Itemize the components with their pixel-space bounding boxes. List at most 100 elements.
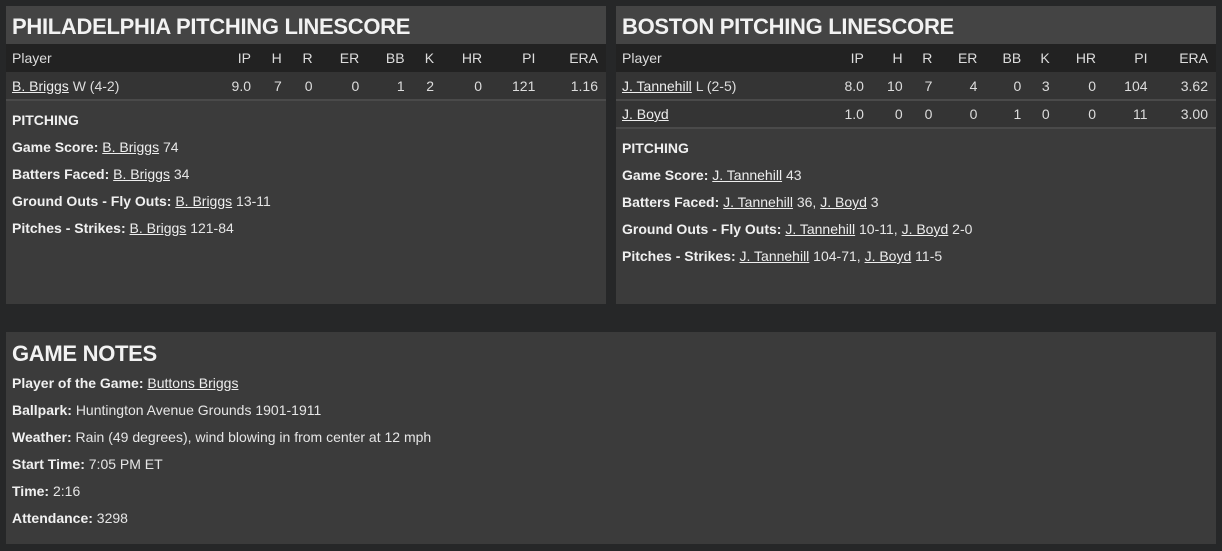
- stat-cell: 9.0: [212, 72, 259, 101]
- column-header: IP: [212, 44, 259, 72]
- stat-cell: 1.0: [826, 100, 872, 129]
- note-value: 13-11: [232, 193, 271, 209]
- game-notes: Player of the Game: Buttons Briggs Ballpa…: [6, 370, 1216, 538]
- stat-cell: 0: [985, 72, 1030, 101]
- player-link[interactable]: J. Boyd: [864, 248, 912, 264]
- note-line: Weather: Rain (49 degrees), wind blowing…: [12, 424, 1210, 451]
- note-line: Ground Outs - Fly Outs: B. Briggs 13-11: [12, 188, 600, 215]
- note-value: 34: [169, 166, 190, 182]
- player-cell: J. Tannehill L (2-5): [616, 72, 827, 101]
- player-link[interactable]: B. Briggs: [102, 139, 160, 155]
- player-link[interactable]: J. Boyd: [622, 106, 669, 122]
- note-line: Ballpark: Huntington Avenue Grounds 1901…: [12, 397, 1210, 424]
- player-link[interactable]: J. Tannehill: [712, 167, 783, 183]
- note-label: Weather:: [12, 429, 72, 445]
- stat-cell: 0: [1057, 100, 1105, 129]
- note-value: 2-0: [948, 221, 973, 237]
- note-value: 7:05 PM ET: [88, 456, 163, 472]
- column-header: Player: [6, 44, 213, 72]
- player-link[interactable]: B. Briggs: [175, 193, 233, 209]
- stat-cell: 0: [1029, 100, 1058, 129]
- stat-cell: 0: [940, 100, 986, 129]
- column-header: IP: [826, 44, 872, 72]
- note-value: 36,: [792, 194, 821, 210]
- panel-title: BOSTON PITCHING LINESCORE: [616, 6, 1216, 44]
- note-line: Pitches - Strikes: B. Briggs 121-84: [12, 215, 600, 242]
- stat-cell: 0: [442, 72, 491, 101]
- player-link[interactable]: B. Briggs: [113, 166, 170, 182]
- note-line: Batters Faced: J. Tannehill 36, J. Boyd …: [622, 189, 1210, 216]
- note-value: 10-11,: [855, 221, 902, 237]
- note-label: Time:: [12, 483, 50, 499]
- note-value: 104-71,: [809, 248, 865, 264]
- column-header: HR: [1057, 44, 1105, 72]
- column-header: PI: [1104, 44, 1156, 72]
- table-header: Player IP H R ER BB K HR PI ERA: [6, 44, 606, 72]
- section-heading: PITCHING: [622, 135, 1210, 162]
- stat-cell: 11: [1104, 100, 1156, 129]
- stat-cell: 0: [289, 72, 321, 101]
- note-label: Start Time:: [12, 456, 85, 472]
- player-of-game-link[interactable]: Buttons Briggs: [147, 375, 239, 391]
- player-link[interactable]: J. Tannehill: [723, 194, 793, 210]
- note-label: Game Score:: [622, 167, 709, 183]
- note-label: Attendance:: [12, 510, 93, 526]
- player-link[interactable]: J. Boyd: [820, 194, 867, 210]
- philadelphia-pitching-panel: PHILADELPHIA PITCHING LINESCORE Player IP H…: [6, 6, 606, 304]
- note-value: 121-84: [186, 220, 234, 236]
- note-value: 3298: [96, 510, 128, 526]
- table-header: Player IP H R ER BB K HR PI ERA: [616, 44, 1216, 72]
- column-header: ER: [940, 44, 986, 72]
- stat-cell: 1: [367, 72, 413, 101]
- column-header: ERA: [1155, 44, 1216, 72]
- column-header: H: [871, 44, 911, 72]
- player-link[interactable]: J. Tannehill: [622, 77, 692, 94]
- note-label: Ground Outs - Fly Outs:: [622, 221, 782, 237]
- player-link[interactable]: J. Boyd: [901, 221, 949, 237]
- player-link[interactable]: B. Briggs: [12, 77, 69, 94]
- stat-cell: 0: [871, 100, 911, 129]
- player-link[interactable]: J. Tannehill: [739, 248, 810, 264]
- note-value: Huntington Avenue Grounds 1901-1911: [75, 402, 322, 418]
- note-label: Pitches - Strikes:: [12, 220, 126, 236]
- column-header: ER: [320, 44, 368, 72]
- table-row: J. Tannehill L (2-5) 8.0 10 7 4 0 3 0 104 3.62: [616, 72, 1216, 101]
- panel-title: GAME NOTES: [6, 332, 1216, 370]
- stat-cell: 2: [412, 72, 443, 101]
- player-link[interactable]: J. Tannehill: [785, 221, 856, 237]
- stat-cell: 104: [1104, 72, 1156, 101]
- note-line: Attendance: 3298: [12, 505, 1210, 532]
- stat-cell: 0: [320, 72, 368, 101]
- pitching-notes: PITCHING Game Score: B. Briggs 74 Batters …: [6, 101, 606, 248]
- stat-cell: 10: [871, 72, 911, 101]
- decision: W (4-2): [72, 77, 120, 94]
- note-label: Batters Faced:: [622, 194, 720, 210]
- section-label: PITCHING: [12, 112, 79, 128]
- column-header: R: [289, 44, 321, 72]
- section-label: PITCHING: [622, 140, 689, 156]
- stat-cell: 7: [910, 72, 941, 101]
- note-line: Start Time: 7:05 PM ET: [12, 451, 1210, 478]
- table-row: B. Briggs W (4-2) 9.0 7 0 0 1 2 0 121 1.16: [6, 72, 606, 101]
- pitching-notes: PITCHING Game Score: J. Tannehill 43 Batte…: [616, 129, 1216, 276]
- section-heading: PITCHING: [12, 107, 600, 134]
- note-value: 3: [866, 194, 879, 210]
- decision: L (2-5): [695, 77, 737, 94]
- note-line: Time: 2:16: [12, 478, 1210, 505]
- note-line: Player of the Game: Buttons Briggs: [12, 370, 1210, 397]
- pitching-table: Player IP H R ER BB K HR PI ERA J. Tannehill L (2-…: [616, 44, 1216, 129]
- note-label: Game Score:: [12, 139, 99, 155]
- note-value: 74: [159, 139, 179, 155]
- note-label: Ground Outs - Fly Outs:: [12, 193, 172, 209]
- note-line: Pitches - Strikes: J. Tannehill 104-71, …: [622, 243, 1210, 270]
- note-label: Batters Faced:: [12, 166, 110, 182]
- column-header: K: [412, 44, 443, 72]
- column-header: R: [910, 44, 941, 72]
- note-value: Rain (49 degrees), wind blowing in from …: [75, 429, 432, 445]
- note-value: 2:16: [52, 483, 81, 499]
- column-header: BB: [367, 44, 413, 72]
- stat-cell: 3.00: [1155, 100, 1216, 129]
- player-link[interactable]: B. Briggs: [129, 220, 187, 236]
- panel-title: PHILADELPHIA PITCHING LINESCORE: [6, 6, 606, 44]
- stat-cell: 0: [1057, 72, 1105, 101]
